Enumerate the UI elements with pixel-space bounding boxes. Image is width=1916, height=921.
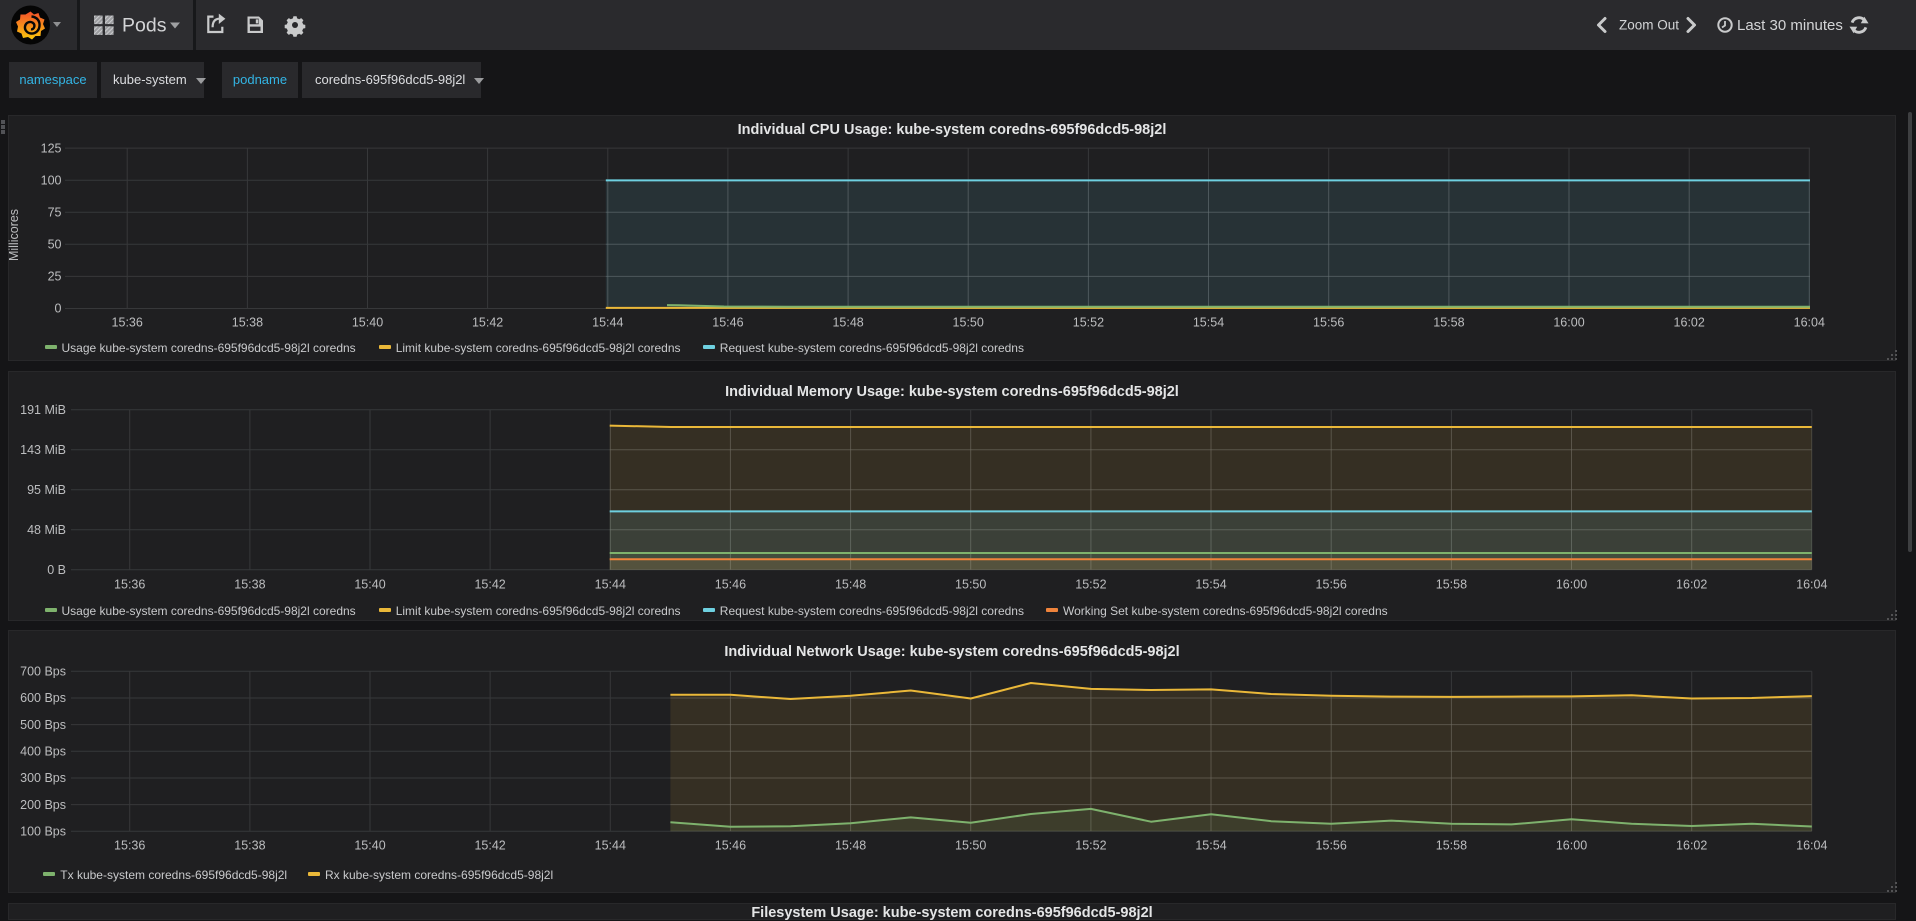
svg-text:16:04: 16:04: [1796, 578, 1827, 592]
svg-text:15:58: 15:58: [1436, 838, 1467, 852]
svg-text:16:02: 16:02: [1676, 838, 1707, 852]
svg-text:15:46: 15:46: [715, 578, 746, 592]
svg-text:15:58: 15:58: [1433, 316, 1464, 330]
svg-text:50: 50: [48, 238, 62, 252]
svg-text:25: 25: [48, 270, 62, 284]
svg-text:Pods: Pods: [122, 15, 167, 37]
svg-text:600 Bps: 600 Bps: [20, 691, 66, 705]
svg-text:0: 0: [55, 302, 62, 316]
svg-text:15:46: 15:46: [715, 838, 746, 852]
svg-text:15:52: 15:52: [1075, 838, 1106, 852]
svg-text:300 Bps: 300 Bps: [20, 771, 66, 785]
svg-text:Last 30 minutes: Last 30 minutes: [1737, 17, 1843, 34]
svg-text:Zoom Out: Zoom Out: [1619, 18, 1679, 33]
svg-text:16:02: 16:02: [1674, 316, 1705, 330]
svg-text:95 MiB: 95 MiB: [27, 483, 66, 497]
svg-text:15:48: 15:48: [835, 578, 866, 592]
svg-text:400 Bps: 400 Bps: [20, 745, 66, 759]
svg-text:15:52: 15:52: [1073, 316, 1104, 330]
svg-text:15:54: 15:54: [1195, 578, 1226, 592]
svg-text:15:50: 15:50: [955, 578, 986, 592]
svg-text:16:04: 16:04: [1794, 316, 1825, 330]
svg-text:16:04: 16:04: [1796, 838, 1827, 852]
svg-text:500 Bps: 500 Bps: [20, 718, 66, 732]
svg-text:191 MiB: 191 MiB: [20, 403, 66, 417]
svg-text:100 Bps: 100 Bps: [20, 825, 66, 839]
svg-text:16:00: 16:00: [1556, 838, 1587, 852]
svg-text:16:00: 16:00: [1556, 578, 1587, 592]
svg-text:15:38: 15:38: [234, 838, 265, 852]
svg-text:15:50: 15:50: [953, 316, 984, 330]
svg-text:15:50: 15:50: [955, 838, 986, 852]
svg-text:15:46: 15:46: [712, 316, 743, 330]
svg-text:16:00: 16:00: [1553, 316, 1584, 330]
svg-text:15:44: 15:44: [592, 316, 623, 330]
svg-text:700 Bps: 700 Bps: [20, 665, 66, 679]
svg-text:15:54: 15:54: [1195, 838, 1226, 852]
svg-text:0 B: 0 B: [47, 563, 66, 577]
svg-text:15:40: 15:40: [352, 316, 383, 330]
svg-text:15:42: 15:42: [472, 316, 503, 330]
svg-text:15:58: 15:58: [1436, 578, 1467, 592]
svg-text:15:36: 15:36: [114, 578, 145, 592]
svg-text:100: 100: [41, 173, 62, 187]
svg-text:15:40: 15:40: [354, 578, 385, 592]
svg-text:15:56: 15:56: [1316, 838, 1347, 852]
svg-text:15:40: 15:40: [354, 838, 385, 852]
svg-text:200 Bps: 200 Bps: [20, 798, 66, 812]
svg-text:48 MiB: 48 MiB: [27, 523, 66, 537]
svg-text:15:44: 15:44: [595, 838, 626, 852]
svg-text:Millicores: Millicores: [8, 209, 21, 261]
svg-text:15:56: 15:56: [1313, 316, 1344, 330]
svg-text:16:02: 16:02: [1676, 578, 1707, 592]
svg-text:75: 75: [48, 206, 62, 220]
svg-text:15:44: 15:44: [595, 578, 626, 592]
svg-text:15:38: 15:38: [232, 316, 263, 330]
svg-text:125: 125: [41, 141, 62, 155]
svg-text:15:52: 15:52: [1075, 578, 1106, 592]
svg-text:15:48: 15:48: [832, 316, 863, 330]
svg-text:15:48: 15:48: [835, 838, 866, 852]
svg-text:15:42: 15:42: [474, 578, 505, 592]
svg-text:15:38: 15:38: [234, 578, 265, 592]
svg-text:15:36: 15:36: [114, 838, 145, 852]
svg-text:15:42: 15:42: [474, 838, 505, 852]
svg-text:15:36: 15:36: [112, 316, 143, 330]
svg-text:15:56: 15:56: [1316, 578, 1347, 592]
svg-text:15:54: 15:54: [1193, 316, 1224, 330]
svg-text:143 MiB: 143 MiB: [20, 443, 66, 457]
